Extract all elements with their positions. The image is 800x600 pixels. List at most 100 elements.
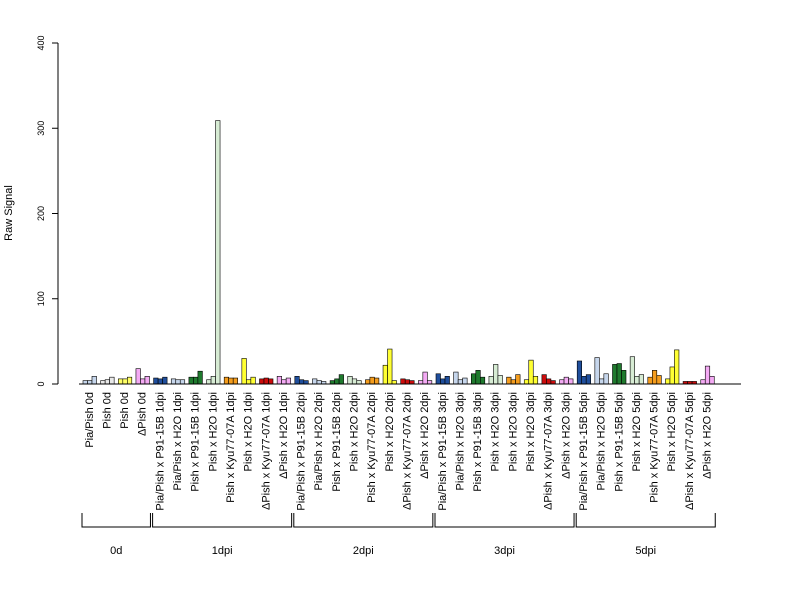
- bar: [532, 376, 539, 385]
- category-label: Pish x H2O 3dpi: [490, 392, 502, 471]
- bar: [303, 380, 309, 385]
- bar: [418, 380, 424, 385]
- bar: [285, 377, 291, 385]
- category-label: Pish x H2O 2dpi: [384, 392, 396, 471]
- bars: [82, 120, 715, 385]
- bar: [223, 376, 229, 385]
- bar: [312, 378, 318, 385]
- bar: [294, 376, 300, 385]
- category-label: ΔPish x Kyu77-07A 3dpi: [543, 392, 555, 510]
- bar: [210, 376, 216, 385]
- bar: [488, 376, 494, 385]
- bar: [479, 376, 486, 385]
- bar: [351, 378, 358, 385]
- bar: [656, 375, 662, 385]
- bar: [246, 379, 252, 385]
- bar: [638, 374, 644, 385]
- group-brackets: 0d 1dpi 2dpi 3dpi 5dpi: [81, 513, 716, 557]
- category-label: Pish x Kyu77-07A 2dpi: [366, 392, 378, 503]
- bar: [462, 377, 468, 385]
- bar: [523, 379, 530, 385]
- bar: [409, 380, 415, 385]
- bar: [329, 380, 335, 385]
- category-label: ΔPish x H2O 3dpi: [560, 392, 572, 479]
- y-tick-label: 100: [36, 291, 46, 306]
- bar: [334, 378, 340, 385]
- bar: [541, 374, 547, 385]
- bar: [82, 380, 88, 385]
- category-label: Pish x P91-15B 2dpi: [331, 392, 343, 492]
- category-label: ΔPish x Kyu77-07A 2dpi: [401, 392, 413, 510]
- category-label: Pia/Pish x H2O 5dpi: [596, 392, 608, 490]
- bar: [515, 374, 521, 385]
- y-axis: 0 100 200 300 400: [36, 35, 59, 387]
- bar: [440, 378, 446, 385]
- y-tick-label: 300: [36, 121, 46, 136]
- bar: [157, 378, 163, 385]
- bar: [127, 376, 133, 385]
- group-label: 5dpi: [635, 545, 656, 557]
- bar: [369, 376, 375, 385]
- bar: [144, 376, 150, 385]
- category-label: Pia/Pish x P91-15B 3dpi: [437, 392, 449, 511]
- bar: [140, 378, 146, 385]
- category-label: Pia/Pish x H2O 1dpi: [172, 392, 184, 490]
- bar: [404, 379, 411, 385]
- group-bracket: [434, 513, 575, 528]
- category-label: Pish x P91-15B 3dpi: [472, 392, 484, 492]
- category-label: Pish x H2O 1dpi: [243, 392, 255, 471]
- bar: [109, 376, 115, 385]
- category-label: Pia/Pish x H2O 3dpi: [454, 392, 466, 490]
- bar: [651, 370, 658, 385]
- category-label: Pish x H2O 1dpi: [207, 392, 219, 471]
- bar: [594, 357, 600, 385]
- bar: [356, 380, 362, 385]
- bar: [387, 348, 393, 385]
- bar: [170, 378, 177, 385]
- bar: [179, 379, 186, 385]
- bar: [365, 379, 371, 385]
- bar: [175, 379, 181, 385]
- group-label: 2dpi: [353, 545, 374, 557]
- bar: [510, 379, 516, 385]
- bar: [709, 376, 715, 385]
- bar: [400, 378, 406, 385]
- category-label: ΔPish x H2O 2dpi: [419, 392, 431, 479]
- group-bracket: [293, 513, 434, 528]
- bar: [162, 376, 168, 385]
- bar: [621, 370, 627, 385]
- bar: [374, 377, 380, 385]
- bar: [347, 376, 353, 385]
- bar: [506, 376, 512, 385]
- category-label: Pish x H2O 3dpi: [507, 392, 519, 471]
- category-label: Pish x H2O 3dpi: [525, 392, 537, 471]
- category-label: ΔPish x Kyu77-07A 1dpi: [260, 392, 272, 510]
- category-label: Pish x P91-15B 5dpi: [613, 392, 625, 492]
- category-label: ΔPish x H2O 5dpi: [702, 392, 714, 479]
- bar: [435, 373, 441, 385]
- group-label: 1dpi: [212, 545, 233, 557]
- bar: [427, 380, 433, 385]
- bar: [391, 380, 397, 385]
- bar: [232, 377, 238, 385]
- bar: [298, 379, 305, 385]
- bar: [193, 376, 199, 385]
- bar: [153, 377, 159, 385]
- group-bracket: [575, 513, 716, 528]
- category-label: Pish x P91-15B 1dpi: [190, 392, 202, 492]
- category-label: Pia/Pish 0d: [84, 392, 96, 448]
- category-label: Pish 0d: [101, 392, 113, 429]
- y-tick-label: 0: [36, 381, 46, 386]
- bar: [599, 378, 605, 385]
- y-tick-label: 200: [36, 206, 46, 221]
- bar: [87, 380, 93, 385]
- bar: [497, 375, 503, 385]
- bar: [612, 364, 618, 385]
- bar: [100, 380, 106, 385]
- bar: [634, 376, 640, 385]
- category-label: Pish x Kyu77-07A 1dpi: [225, 392, 237, 503]
- category-label: Pish 0d: [119, 392, 131, 429]
- bar: [585, 374, 592, 385]
- bar: [603, 373, 609, 385]
